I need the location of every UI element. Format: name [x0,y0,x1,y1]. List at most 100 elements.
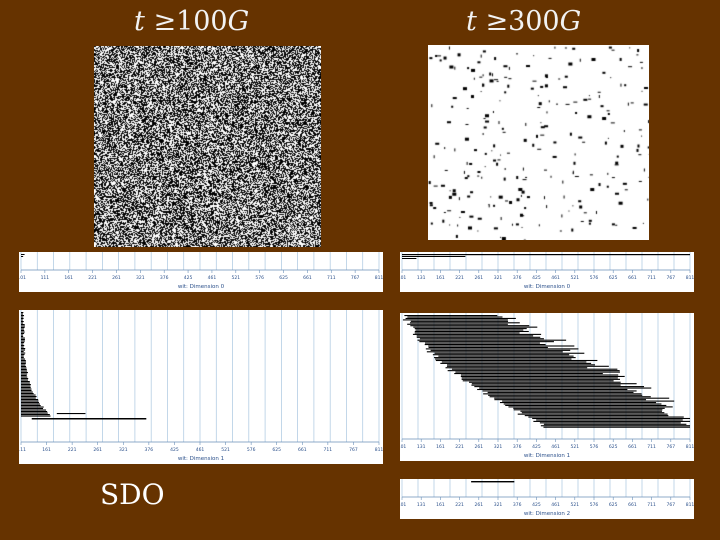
tick-label: 425 [170,447,179,453]
barcode-bar [410,325,530,327]
tick-label: 261 [475,502,484,508]
barcode-bar [21,342,25,344]
barcode-bar [21,408,44,410]
barcode-bar [21,325,25,327]
barcode-bar [21,254,25,255]
barcode-bar [21,382,30,384]
barcode-bar [419,341,554,343]
barcode-bar [21,409,47,411]
barcode-bar [21,393,34,395]
tick-label: 321 [136,275,145,281]
barcode-bar [494,399,647,401]
barcode-bar [474,386,645,388]
barcode-bar [417,339,567,341]
barcode-bar [445,367,588,369]
barcode-bar [416,335,534,337]
tick-label: 625 [609,275,618,281]
tick-label: 661 [628,444,637,450]
barcode-bar [479,387,652,389]
barcode-bar [402,258,417,259]
binary-image-100g [94,46,321,247]
barcode-bar [414,328,527,330]
tick-label: 376 [513,275,522,281]
barcode-bar [21,379,28,381]
barcode-right-dimension-1: 101 131 161 221 261 321 376 425 461 521 576 625 661 7… [400,313,694,461]
barcode-bar [404,315,498,317]
barcode-bar [21,369,27,371]
tick-label: 767 [667,444,676,450]
tick-label: 376 [513,502,522,508]
sdo-label: SDO [100,478,165,511]
tick-label: 711 [324,447,333,453]
tick-label: 711 [647,275,656,281]
tick-label: 221 [88,275,97,281]
barcode-bar [471,383,637,385]
barcode-bar [543,423,687,425]
barcode-bar [31,418,147,420]
barcode-bar [440,362,592,364]
tick-label: 425 [532,444,541,450]
tick-label: 811 [686,502,694,508]
tick-label: 811 [375,447,383,453]
barcode-bar [21,348,26,350]
barcode-left-dimension-0: 0.01 111 161 221 261 321 376 425 461 521 576 625 661… [19,252,383,292]
tick-label: 767 [667,275,676,281]
barcode-bar [21,343,24,345]
tick-label: 321 [494,275,503,281]
barcode-bar [21,396,37,398]
barcode-bar [21,381,30,383]
barcode-bar [419,338,544,340]
barcode-bar [521,412,665,414]
barcode-bar [402,256,466,257]
barcode-bar [407,316,503,318]
barcode-bar [434,357,576,359]
title-threshold-300: t ≥300G [466,6,582,37]
barcode-bar [21,346,24,348]
barcode-bar [454,373,603,375]
barcode-bar [543,426,690,428]
barcode-bar [21,357,24,359]
tick-label: 576 [590,275,599,281]
barcode-bar [21,315,25,317]
tick-label: 321 [119,447,128,453]
barcode-bar [21,364,26,366]
barcode-bar [21,375,27,377]
barcode-bar [432,354,570,356]
barcode-bar [503,403,662,405]
tick-label: 461 [196,447,205,453]
barcode-bar [21,345,25,347]
barcode-bar [21,406,44,408]
tick-label: 521 [232,275,241,281]
barcode-bar [21,387,31,389]
tick-label: 131 [417,275,426,281]
axis-label: wit: Dimension 1 [178,456,224,462]
barcode-bar [540,425,690,427]
barcode-bar [460,374,619,376]
barcode-bar [21,415,51,417]
tick-label: 161 [42,447,51,453]
barcode-bar [508,406,673,408]
tick-label: 261 [475,444,484,450]
barcode-bar [21,256,24,257]
barcode-bar [469,381,621,383]
barcode-bar [489,396,651,398]
barcode-bar [402,254,690,256]
barcode-bar [435,359,598,362]
tick-label: 661 [628,275,637,281]
tick-label: 576 [255,275,264,281]
barcode-bar [21,361,27,363]
tick-label: 661 [298,447,307,453]
barcode-bar [426,351,563,353]
tick-label: 661 [303,275,312,281]
barcode-bar [455,371,620,373]
barcode-bar [21,316,24,318]
barcode-bar [21,385,31,387]
barcode-bar [413,326,538,328]
barcode-bar [21,313,23,315]
barcode-bar [21,327,25,329]
tick-label: 576 [247,447,256,453]
tick-label: 101 [400,444,406,450]
barcode-bar [410,320,509,322]
tick-label: 0.11 [19,447,26,453]
tick-label: 521 [571,275,580,281]
